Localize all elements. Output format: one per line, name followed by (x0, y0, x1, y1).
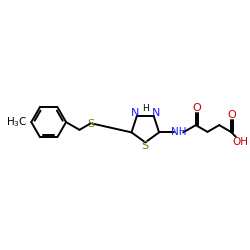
Text: S: S (142, 141, 149, 151)
Text: H$_3$C: H$_3$C (6, 115, 28, 129)
Text: O: O (228, 110, 236, 120)
Text: N: N (131, 108, 139, 118)
Text: NH: NH (171, 128, 186, 138)
Text: H: H (142, 104, 149, 113)
Text: O: O (192, 103, 201, 113)
Text: N: N (152, 108, 160, 118)
Text: S: S (88, 118, 95, 128)
Text: OH: OH (232, 136, 248, 146)
